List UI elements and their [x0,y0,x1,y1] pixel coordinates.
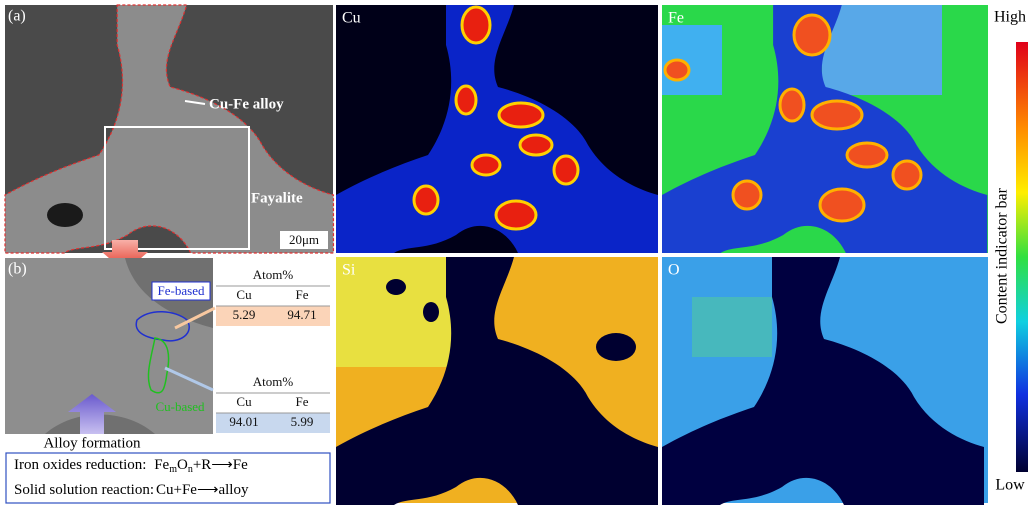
formula: O [177,457,188,473]
si-map: Si [336,257,658,505]
formula: Cu+Fe⟶alloy [156,482,249,498]
table-cell: 5.29 [233,307,256,322]
color-bar-low: Low [995,477,1025,494]
caption: Alloy formation [43,435,141,451]
reaction-name: Iron oxides reduction: [14,457,146,473]
fe-map: Fe [662,5,988,253]
table-cell: 5.99 [291,414,314,429]
formula: +R⟶Fe [193,457,248,473]
region-label: Fe-based [158,283,205,298]
region-label: Cu-based [155,399,205,414]
table-cell: 94.01 [229,414,258,429]
annotation: Fayalite [251,190,303,206]
sem-image-a: (a) Cu-Fe alloy Fayalite 20μm [5,5,333,253]
table-title: Atom% [253,267,294,282]
figure: (a) Cu-Fe alloy Fayalite 20μm Cu Fe Si O… [0,0,1032,506]
table-header: Fe [296,287,309,302]
map-label: Si [342,262,356,279]
table-header: Cu [236,394,252,409]
panel-label: (b) [8,261,27,278]
table-header: Fe [296,394,309,409]
table-header: Cu [236,287,252,302]
map-label: Fe [668,10,684,27]
formula: Fe [154,457,169,473]
reaction: Iron oxides reduction: FemOn+R⟶Fe [14,457,248,475]
reaction-name: Solid solution reaction: [14,482,154,498]
scale-bar: 20μm [289,232,319,247]
table-cell: 94.71 [287,307,316,322]
table: Atom% Cu Fe 5.29 94.71 [216,267,330,326]
table-title: Atom% [253,374,294,389]
color-bar-title: Content indicator bar [994,187,1011,324]
map-label: Cu [342,10,361,27]
table: Atom% Cu Fe 94.01 5.99 [216,374,330,433]
cu-map: Cu [336,5,658,253]
color-bar [1016,42,1028,472]
reaction: Solid solution reaction:Cu+Fe⟶alloy [14,482,249,498]
color-bar-high: High [994,9,1026,26]
o-map: O [662,257,988,505]
map-label: O [668,262,680,279]
panel-label: (a) [8,8,26,25]
annotation: Cu-Fe alloy [209,96,284,112]
